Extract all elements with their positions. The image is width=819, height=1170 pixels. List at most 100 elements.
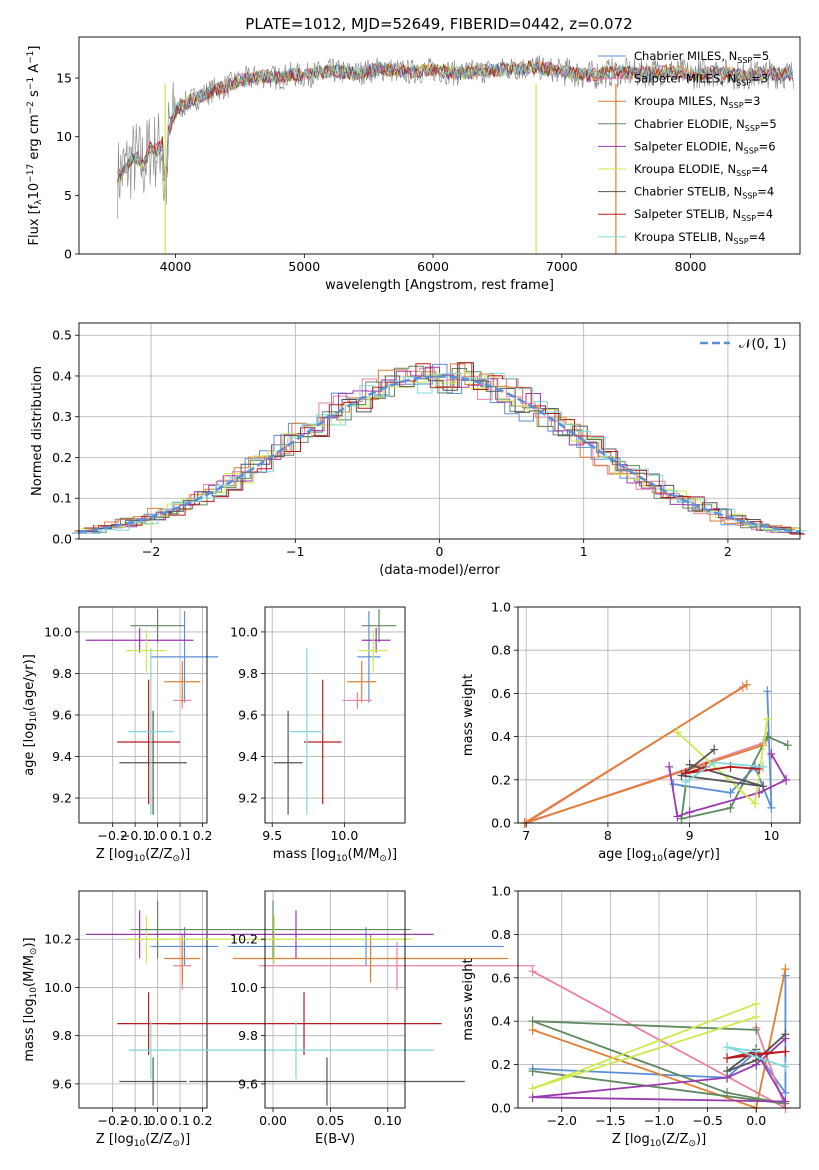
legend-entry-n: =5 [752, 49, 769, 63]
y-axis-label-part: )] [22, 937, 37, 947]
histogram-step [73, 367, 795, 533]
axes-frame [78, 36, 801, 255]
legend-entry: Salpeter MILES, NSSP=3 [634, 72, 768, 88]
mass-vs-ebv-panel: 0.00 0.05 0.10 9.6 9.8 10.0 10.2 E(B-V) [135, 890, 535, 1147]
x-axis-label-part: )] [180, 1132, 190, 1147]
legend-entry-sub: SSP [744, 146, 759, 155]
legend-entry-name: Chabrier ELODIE, N [634, 117, 745, 131]
x-axis-label: wavelength [Angstrom, rest frame] [325, 278, 554, 293]
legend-entry: Chabrier MILES, NSSP=5 [634, 49, 769, 65]
weight-line [668, 753, 788, 818]
legend-entry: Chabrier STELIB, NSSP=4 [634, 185, 774, 201]
y-axis-label-part: mass [log [22, 998, 37, 1061]
x-tick-label: 1 [580, 544, 588, 559]
y-tick-label: 0.8 [491, 927, 511, 942]
y-tick-label: 0.0 [491, 1101, 511, 1116]
y-tick-label: 10.0 [230, 980, 258, 995]
x-axis-label-part: (Z/Z [661, 1132, 688, 1147]
legend-entry-sub: SSP [741, 214, 756, 223]
x-axis-label: E(B-V) [315, 1132, 355, 1147]
normal-curve [78, 375, 801, 534]
weight-line [685, 765, 760, 775]
x-tick-label: 7000 [546, 259, 578, 274]
y-tick-label: 15 [56, 71, 72, 86]
x-axis-label-part: )] [696, 1132, 706, 1147]
x-tick-label: 2 [724, 544, 732, 559]
y-axis-label: Flux [fλ10−17 erg cm−2 s−1 A−1] [26, 46, 44, 246]
y-tick-label: 9.4 [52, 749, 72, 764]
x-tick-label: 10 [763, 828, 779, 843]
y-tick-label: 9.6 [238, 1076, 258, 1091]
legend-entry: Kroupa ELODIE, NSSP=4 [634, 162, 768, 178]
x-tick-label: 0.0 [746, 1113, 766, 1128]
y-tick-label: 0.2 [52, 450, 72, 465]
x-axis-label: Z [log10(Z/Z⊙)] [96, 1132, 190, 1149]
y-tick-label: 0.2 [491, 1057, 511, 1072]
x-axis-label-part: ⊙ [172, 854, 180, 864]
y-tick-label: 9.8 [52, 1028, 72, 1043]
x-axis-label-part: Z [log [612, 1132, 650, 1147]
x-axis-label-part: Z [log [96, 1132, 134, 1147]
y-axis-label-part: s [27, 90, 42, 101]
figure-title: PLATE=1012, MJD=52649, FIBERID=0442, z=0… [245, 15, 632, 33]
y-tick-label: 0.2 [491, 772, 511, 787]
y-axis-label: mass [log10(M/M⊙)] [22, 937, 39, 1061]
x-tick-label: 4000 [160, 259, 192, 274]
weight-vs-z-panel: −2.0 −1.5 −1.0 −0.5 0.0 0.0 0.2 0.4 0.6 0.8 1.0 Z [… [461, 884, 801, 1149]
y-tick-label: 0.1 [52, 491, 72, 506]
legend-entry-sub: SSP [729, 101, 744, 110]
weight-line [525, 686, 764, 824]
y-tick-label: 9.2 [52, 791, 72, 806]
y-tick-label: 9.8 [238, 1028, 258, 1043]
x-tick-label: −1.0 [644, 1113, 674, 1128]
x-axis-label-part: 10 [134, 854, 146, 864]
y-axis-label-part: ⊙ [29, 948, 39, 956]
age-vs-mass-panel: 9.5 10.0 9.2 9.4 9.6 9.8 10.0 mass [log10(M/M⊙)… [230, 606, 406, 864]
x-tick-label: 0.0 [148, 1113, 168, 1128]
x-axis-label: Z [log10(Z/Z⊙)] [612, 1132, 706, 1149]
legend-entry-sub: SSP [742, 192, 757, 201]
x-tick-label: 0.00 [259, 1113, 287, 1128]
x-tick-label: 0.2 [193, 828, 213, 843]
legend-entry-n: =4 [757, 185, 774, 199]
y-tick-label: 1.0 [491, 600, 511, 615]
legend-entry-sub: SSP [736, 169, 751, 178]
x-axis-label-part: 10 [134, 1139, 146, 1149]
y-tick-label: 9.8 [52, 666, 72, 681]
residual-histogram-panel: −2 −1 0 1 2 0.0 0.1 0.2 0.3 0.4 0.5 (data-model)/er… [30, 322, 807, 578]
y-tick-label: 0.6 [491, 970, 511, 985]
y-axis-label-part: −1 [26, 77, 36, 90]
y-axis-label-part: λ [34, 199, 44, 205]
y-axis-label-part: A [27, 64, 42, 77]
legend-entry-name: Kroupa ELODIE, N [634, 162, 736, 176]
x-tick-label: 0.0 [148, 828, 168, 843]
age-vs-z-panel: −0.2−0.10.0 0.1 0.29.29.49.69.810.0Z [log1… [22, 606, 219, 864]
y-tick-label: 10.0 [44, 980, 72, 995]
y-tick-label: 10 [56, 129, 72, 144]
legend-entry: 𝒩(0, 1) [739, 337, 786, 352]
x-tick-label: −0.2 [98, 828, 128, 843]
legend-entry-name: Salpeter ELODIE, N [634, 139, 744, 153]
y-tick-label: 9.6 [52, 1076, 72, 1091]
y-axis-label-part: −1 [26, 51, 36, 64]
legend-entry: Chabrier ELODIE, NSSP=5 [634, 117, 777, 133]
y-tick-label: 0.8 [491, 643, 511, 658]
x-axis-label-part: mass [log [273, 847, 336, 862]
y-axis-label: age [log10(age/yr)] [22, 654, 39, 776]
legend-entry-name: Kroupa MILES, N [634, 94, 729, 108]
y-tick-label: 10.0 [230, 624, 258, 639]
y-tick-label: 0.4 [491, 729, 511, 744]
x-axis-label-part: age [log [598, 847, 651, 862]
x-axis-label-part: 10 [651, 854, 663, 864]
y-tick-label: 1.0 [491, 884, 511, 899]
y-axis-label-part: ] [27, 46, 42, 51]
y-tick-label: 0.4 [52, 368, 72, 383]
x-tick-label: 0.1 [170, 1113, 190, 1128]
x-tick-label: −1.5 [595, 1113, 625, 1128]
axes-frame [78, 890, 208, 1109]
x-axis-label-part: ⊙ [379, 854, 387, 864]
x-axis-label: mass [log10(M/M⊙)] [273, 847, 397, 864]
weight-line [679, 748, 764, 788]
y-tick-label: 0.4 [491, 1014, 511, 1029]
